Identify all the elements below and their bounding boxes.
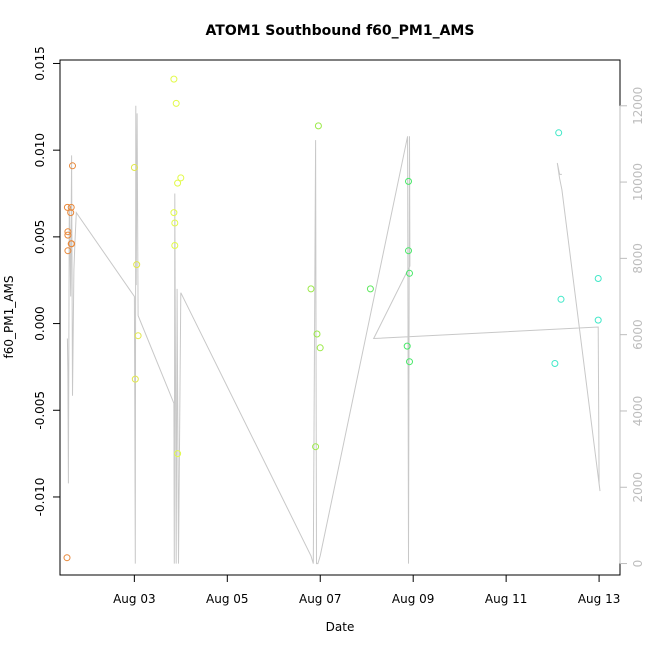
y-tick-label: -0.005 — [33, 391, 47, 430]
data-point — [133, 261, 141, 269]
y2-tick-label: 0 — [631, 560, 645, 568]
data-point — [171, 242, 179, 249]
y2-tick-label: 2000 — [631, 472, 645, 503]
data-point — [67, 209, 75, 217]
data-point — [171, 219, 179, 227]
data-point — [551, 360, 559, 367]
x-tick-label: Aug 11 — [485, 592, 528, 606]
data-point — [64, 231, 72, 239]
data-point — [174, 179, 182, 187]
y2-tick-label: 12000 — [631, 87, 645, 125]
y2-tick-label: 6000 — [631, 319, 645, 350]
data-point — [406, 358, 413, 366]
y2-axis: 0 2000 4000 6000 8000 10000 12000 — [619, 87, 645, 568]
y-tick-label: 0.005 — [33, 220, 47, 254]
y-tick-label: 0.015 — [33, 46, 47, 80]
data-point — [64, 228, 72, 236]
data-point — [172, 99, 180, 107]
data-point — [170, 75, 178, 83]
x-tick-label: Aug 13 — [578, 592, 621, 606]
x-tick-label: Aug 09 — [392, 592, 435, 606]
x-axis-label: Date — [326, 620, 355, 634]
data-point — [366, 285, 374, 293]
data-point — [405, 177, 412, 185]
data-point — [134, 332, 142, 340]
y2-tick-label: 10000 — [631, 163, 645, 201]
data-point — [406, 269, 413, 277]
data-point — [67, 203, 75, 211]
y-axis-label: f60_PM1_AMS — [2, 276, 16, 359]
plot-frame — [59, 59, 621, 576]
data-point — [313, 330, 321, 338]
y-tick-label: 0.000 — [33, 306, 47, 340]
data-point — [307, 285, 315, 293]
data-point — [557, 295, 565, 303]
y-axis: -0.010 -0.005 0.000 0.005 0.010 0.015 — [33, 46, 61, 517]
data-point — [314, 122, 322, 130]
x-tick-label: Aug 03 — [113, 592, 156, 606]
data-point — [63, 554, 71, 562]
chart-title: ATOM1 Southbound f60_PM1_AMS — [206, 23, 475, 39]
data-point — [69, 162, 76, 170]
y-tick-label: -0.010 — [33, 478, 47, 517]
y2-tick-label: 4000 — [631, 396, 645, 427]
points-layer — [63, 75, 602, 562]
data-point — [68, 240, 76, 248]
data-point — [174, 450, 182, 458]
secondary-series-line — [66, 105, 601, 565]
data-point — [131, 375, 139, 383]
data-point — [312, 443, 320, 451]
data-point — [405, 247, 412, 255]
secondary-series-layer — [66, 105, 601, 565]
x-tick-label: Aug 05 — [206, 592, 249, 606]
data-point — [316, 344, 324, 352]
data-point — [130, 164, 138, 171]
y-tick-label: 0.010 — [33, 133, 47, 167]
data-point — [170, 209, 178, 217]
data-point — [594, 316, 602, 324]
data-point — [177, 174, 185, 182]
y2-tick-label: 8000 — [631, 243, 645, 274]
data-point — [64, 247, 72, 255]
data-point — [63, 203, 71, 211]
x-tick-label: Aug 07 — [299, 592, 342, 606]
data-point — [555, 129, 563, 137]
data-point — [594, 275, 602, 282]
x-axis: Aug 03 Aug 05 Aug 07 Aug 09 Aug 11 Aug 13 — [113, 574, 621, 606]
data-point — [403, 342, 411, 350]
